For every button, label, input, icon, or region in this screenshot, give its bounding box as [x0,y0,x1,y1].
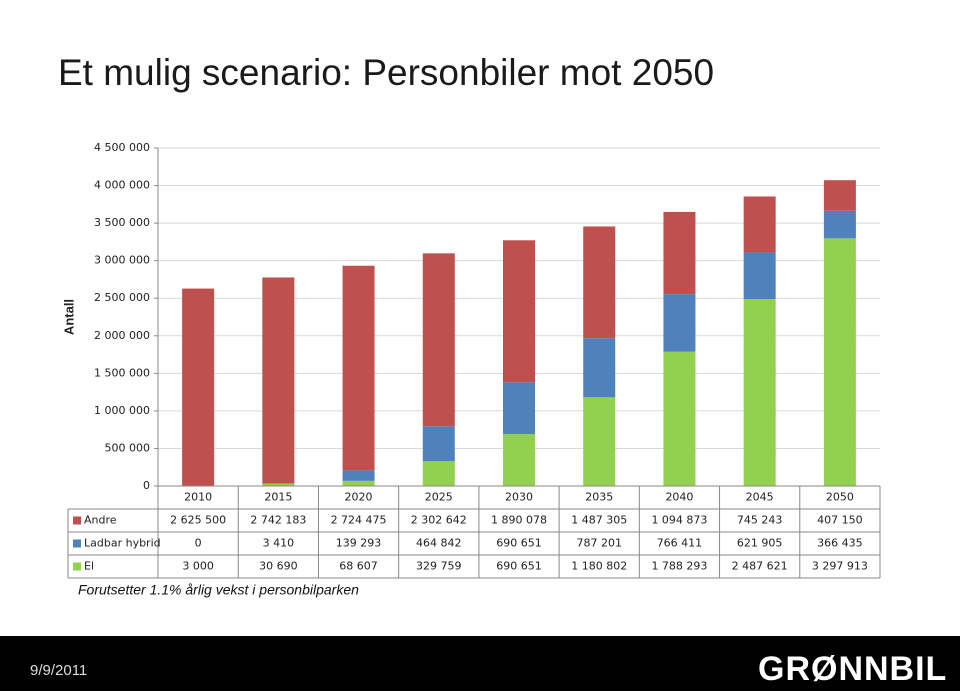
table-value: 1 487 305 [571,514,627,527]
bar-segment [743,252,776,300]
x-tick-label: 2040 [665,491,693,504]
table-value: 2 724 475 [331,514,387,527]
bar-segment [583,338,616,398]
table-value: 3 410 [263,537,295,550]
table-value: 690 651 [496,537,542,550]
table-value: 787 201 [576,537,622,550]
date: 9/9/2011 [30,662,87,679]
x-tick-label: 2025 [425,491,453,504]
table-value: 766 411 [657,537,703,550]
bar-segment [663,351,696,486]
table-value: 1 890 078 [491,514,547,527]
legend-key [73,562,81,571]
legend-label: Ladbar hybrid [84,537,161,550]
bar-segment [422,461,455,486]
table-value: 139 293 [336,537,382,550]
y-tick-label: 4 000 000 [94,179,150,192]
y-tick-label: 2 000 000 [94,329,150,342]
footnote: Forutsetter 1.1% årlig vekst i personbil… [78,582,359,598]
table-value: 3 297 913 [812,560,868,573]
x-tick-label: 2020 [345,491,373,504]
table-value: 0 [195,537,202,550]
y-tick-label: 3 500 000 [94,216,150,229]
legend-label: Andre [84,514,117,527]
table-value: 1 180 802 [571,560,627,573]
bar-segment [342,470,375,481]
bar-segment [503,240,535,383]
table-value: 366 435 [817,537,863,550]
y-tick-label: 3 000 000 [94,254,150,267]
x-tick-label: 2010 [184,491,212,504]
x-tick-label: 2050 [826,491,854,504]
x-tick-label: 2030 [505,491,533,504]
table-value: 464 842 [416,537,462,550]
bar-segment [823,180,856,211]
bar-segment [262,483,295,486]
bar-segment [743,299,776,486]
bar-segment [262,277,295,484]
table-value: 2 302 642 [411,514,467,527]
bar-segment [422,426,455,462]
bar-segment [342,265,375,471]
y-tick-label: 0 [143,479,150,492]
table-value: 1 094 873 [651,514,707,527]
table-value: 621 905 [737,537,783,550]
legend-key [73,539,81,548]
x-tick-label: 2045 [746,491,774,504]
bar-segment [342,480,375,486]
table-value: 690 651 [496,560,542,573]
table-value: 2 742 183 [250,514,306,527]
table-value: 30 690 [259,560,298,573]
footer-bar [0,636,960,691]
bar-segment [422,253,455,427]
legend-label: El [84,560,94,573]
table-value: 2 487 621 [732,560,788,573]
y-tick-label: 1 000 000 [94,404,150,417]
table-value: 1 788 293 [651,560,707,573]
plot: 0 500 000 1 000 000 1 500 000 2 000 000 2 500… [67,141,881,579]
bar-segment [663,294,696,352]
y-tick-label: 2 500 000 [94,291,150,304]
logo: GRØNNBIL [758,650,947,688]
table-value: 68 607 [339,560,378,573]
table-value: 2 625 500 [170,514,226,527]
y-tick-label: 500 000 [105,441,151,454]
table-value: 407 150 [817,514,863,527]
legend-key [73,516,81,525]
bar-segment [503,382,535,435]
bar-segment [503,434,535,486]
table-value: 3 000 [182,560,214,573]
table-value: 329 759 [416,560,462,573]
bar-segment [583,226,616,339]
x-tick-label: 2035 [585,491,613,504]
slide-title: Et mulig scenario: Personbiler mot 2050 [58,52,714,93]
bar-segment [182,288,215,486]
x-tick-label: 2015 [264,491,292,504]
y-tick-label: 4 500 000 [94,141,150,154]
bar-segment [823,238,856,486]
y-axis-label: Antall [61,299,76,335]
bar-segment [743,196,776,253]
bar-segment [583,397,616,486]
table-value: 745 243 [737,514,783,527]
bar-segment [663,211,696,295]
bar-segment [823,210,856,239]
y-tick-label: 1 500 000 [94,366,150,379]
